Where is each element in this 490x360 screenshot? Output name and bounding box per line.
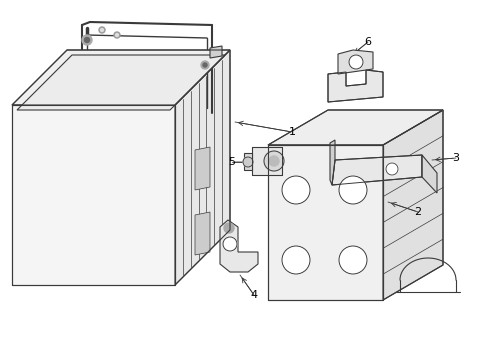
Circle shape <box>282 176 310 204</box>
Polygon shape <box>210 46 222 58</box>
Polygon shape <box>328 70 383 102</box>
Circle shape <box>223 237 237 251</box>
Circle shape <box>203 63 207 67</box>
Circle shape <box>264 151 284 171</box>
Polygon shape <box>338 50 373 74</box>
Polygon shape <box>422 155 437 193</box>
Text: 4: 4 <box>250 290 258 300</box>
Circle shape <box>339 176 367 204</box>
Polygon shape <box>17 55 225 110</box>
Circle shape <box>99 27 105 33</box>
Text: 1: 1 <box>289 127 295 137</box>
Circle shape <box>339 246 367 274</box>
Circle shape <box>349 55 363 69</box>
Polygon shape <box>220 220 258 272</box>
Polygon shape <box>175 50 230 285</box>
Polygon shape <box>330 140 335 185</box>
Polygon shape <box>195 212 210 255</box>
Circle shape <box>269 156 279 166</box>
Polygon shape <box>332 155 422 185</box>
Polygon shape <box>252 147 282 175</box>
Text: 2: 2 <box>415 207 421 217</box>
Polygon shape <box>195 147 210 190</box>
Text: 6: 6 <box>365 37 371 47</box>
Polygon shape <box>244 153 252 170</box>
Circle shape <box>282 246 310 274</box>
Polygon shape <box>12 50 230 105</box>
Circle shape <box>201 61 209 69</box>
Circle shape <box>386 163 398 175</box>
Circle shape <box>243 157 253 167</box>
Circle shape <box>114 32 120 38</box>
Circle shape <box>116 33 119 36</box>
Polygon shape <box>268 110 443 145</box>
Polygon shape <box>268 145 383 300</box>
Text: 5: 5 <box>228 157 236 167</box>
Circle shape <box>224 223 234 233</box>
Circle shape <box>100 28 103 32</box>
Text: 3: 3 <box>452 153 460 163</box>
Circle shape <box>84 37 90 42</box>
Polygon shape <box>12 105 175 285</box>
Circle shape <box>82 35 92 45</box>
Polygon shape <box>383 110 443 300</box>
